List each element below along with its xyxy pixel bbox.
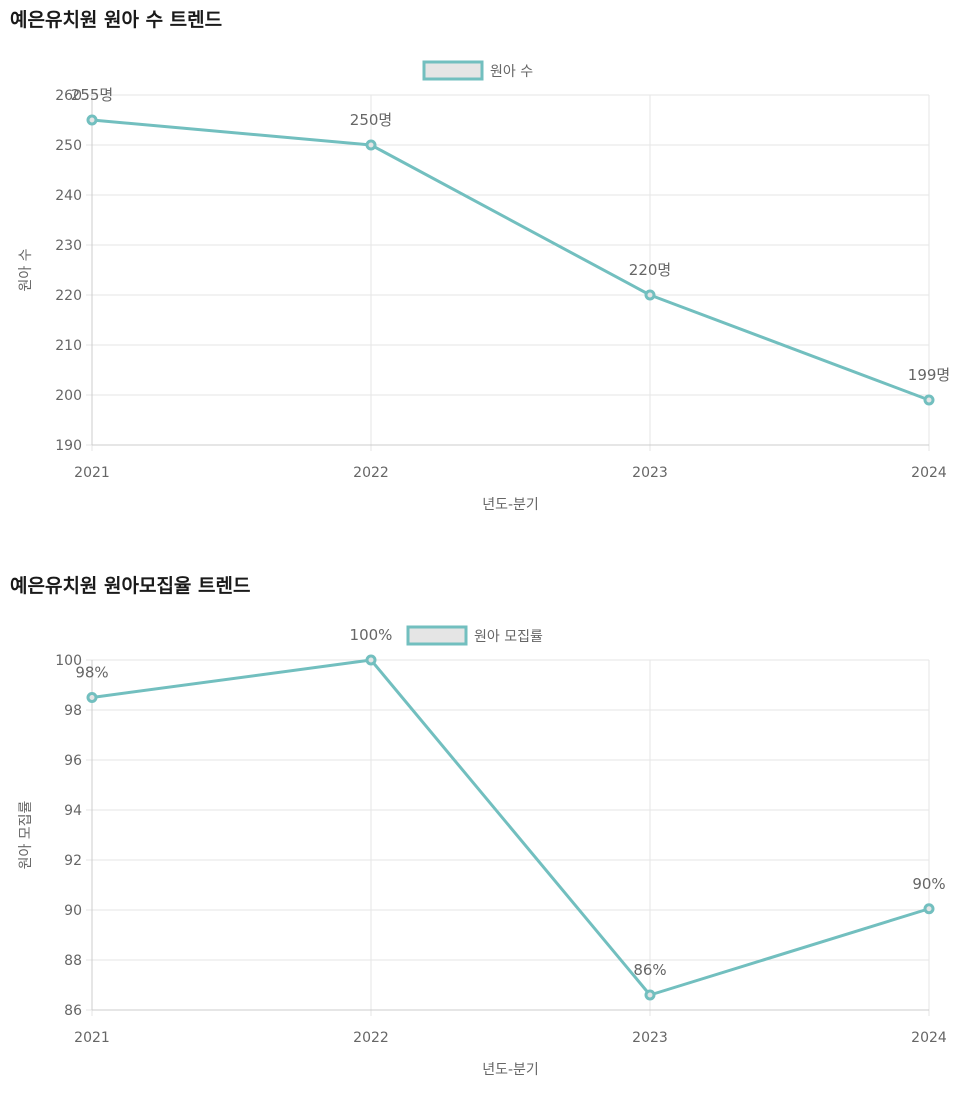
x-axis-title: 년도-분기 — [482, 497, 539, 513]
data-label: 255명 — [71, 86, 113, 104]
data-label: 98% — [75, 664, 108, 682]
data-label: 90% — [912, 875, 945, 893]
y-tick-label: 220 — [55, 288, 82, 304]
data-point[interactable] — [923, 394, 935, 406]
data-point[interactable] — [365, 654, 377, 666]
y-tick-label: 240 — [55, 188, 82, 204]
legend[interactable]: 원아 수 — [422, 60, 533, 81]
legend-swatch — [406, 625, 468, 646]
y-tick-label: 210 — [55, 338, 82, 354]
legend[interactable]: 원아 모집률 — [406, 625, 543, 646]
data-label: 86% — [633, 961, 666, 979]
y-tick-label: 260 — [55, 88, 82, 104]
series-line — [91, 118, 930, 402]
x-tick-label: 2023 — [632, 1030, 668, 1046]
y-tick-label: 200 — [55, 388, 82, 404]
y-tick-label: 88 — [64, 953, 82, 969]
data-label: 100% — [350, 626, 393, 644]
chart-1-title: 예은유치원 원아 수 트렌드 — [10, 9, 223, 31]
data-point[interactable] — [86, 692, 98, 703]
data-point[interactable] — [365, 139, 377, 151]
chart-section-2: 예은유치원 원아모집율 트렌드 100 98 96 94 92 90 88 86 2021 202… — [0, 566, 966, 1095]
data-label: 199명 — [908, 366, 950, 384]
x-axis-title: 년도-분기 — [482, 1062, 539, 1078]
x-tick-label: 2022 — [353, 465, 389, 481]
y-tick-label: 94 — [64, 803, 82, 819]
data-label: 250명 — [350, 111, 392, 129]
y-axis-title: 원아 모집률 — [18, 800, 34, 869]
x-tick-label: 2021 — [74, 465, 110, 481]
x-tick-label: 2024 — [911, 465, 947, 481]
data-point[interactable] — [86, 114, 98, 126]
y-tick-label: 100 — [55, 653, 82, 669]
x-tick-label: 2022 — [353, 1030, 389, 1046]
x-tick-label: 2024 — [911, 1030, 947, 1046]
data-label: 220명 — [629, 261, 671, 279]
chart-2-svg: 100 98 96 94 92 90 88 86 2021 2022 2023 2024 년도-분기 원아… — [18, 625, 947, 1078]
y-tick-label: 90 — [64, 903, 82, 919]
x-tick-label: 2021 — [74, 1030, 110, 1046]
y-tick-label: 98 — [64, 703, 82, 719]
y-tick-label: 190 — [55, 438, 82, 454]
data-point[interactable] — [923, 903, 935, 915]
y-tick-label: 230 — [55, 238, 82, 254]
data-point[interactable] — [644, 989, 656, 1001]
chart-2-title: 예은유치원 원아모집율 트렌드 — [10, 575, 251, 597]
x-tick-label: 2023 — [632, 465, 668, 481]
legend-label: 원아 수 — [490, 64, 533, 80]
chart-1-svg: 260 250 240 230 220 210 200 190 2021 2022 2023 2024… — [18, 60, 950, 513]
y-axis-title: 원아 수 — [18, 248, 34, 291]
y-tick-label: 250 — [55, 138, 82, 154]
y-tick-label: 92 — [64, 853, 82, 869]
legend-label: 원아 모집률 — [474, 629, 543, 645]
y-tick-label: 96 — [64, 753, 82, 769]
data-point[interactable] — [644, 289, 656, 301]
legend-swatch — [422, 60, 484, 81]
chart-section-1: 예은유치원 원아 수 트렌드 260 250 240 230 220 210 200 190 2… — [0, 0, 966, 540]
y-tick-label: 86 — [64, 1003, 82, 1019]
series-line — [91, 658, 930, 997]
